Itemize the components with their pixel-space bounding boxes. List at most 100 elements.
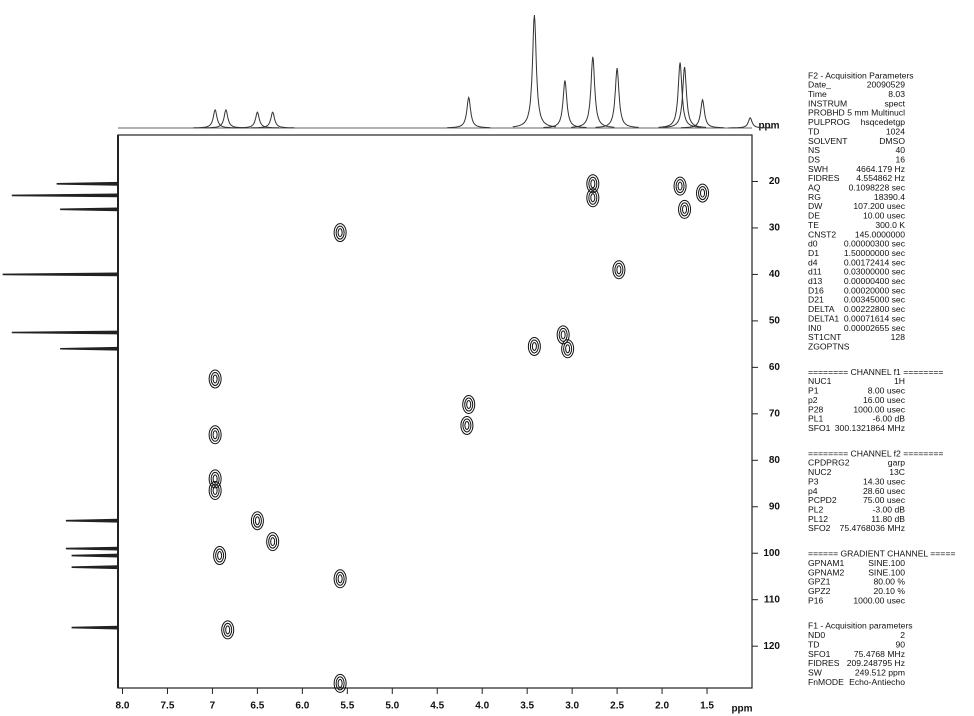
parameter-value: 75.4768036 MHz — [840, 523, 905, 533]
parameter-name: PROBHD — [808, 108, 845, 118]
parameter-name: TE — [808, 220, 819, 230]
contour-peak — [586, 174, 600, 194]
y-tick-label: 100 — [763, 548, 780, 559]
contour-line — [565, 344, 571, 354]
contour-line — [213, 546, 227, 566]
parameter-value: 16 — [895, 154, 905, 164]
parameter-name: TD — [808, 639, 819, 649]
top-trace-peak — [571, 56, 615, 128]
top-trace-peak — [681, 98, 725, 129]
parameter-value: -6.00 dB — [873, 414, 906, 424]
left-trace-peak — [71, 553, 119, 558]
parameter-name: PL2 — [808, 504, 824, 514]
parameter-value: -3.00 dB — [873, 504, 906, 514]
parameter-value: garp — [888, 458, 905, 468]
parameter-value: DMSO — [879, 136, 905, 146]
left-trace-peak — [71, 565, 119, 570]
contour-peak — [678, 199, 692, 219]
parameter-value: 0.03000000 sec — [844, 267, 906, 277]
contour-line — [335, 571, 345, 586]
parameter-value: 11.80 dB — [871, 514, 905, 524]
contour-line — [250, 511, 264, 531]
contour-line — [212, 430, 218, 440]
top-trace-peak — [251, 111, 295, 129]
y-tick-label: 90 — [769, 501, 781, 512]
contour-line — [268, 534, 278, 549]
parameter-value: 300.1321864 MHz — [835, 423, 905, 433]
left-trace-peak — [65, 546, 119, 551]
parameter-name: DE — [808, 211, 820, 221]
parameter-value: 0.00071614 sec — [844, 313, 906, 323]
parameter-name: AQ — [808, 183, 821, 193]
contour-line — [616, 265, 622, 275]
parameter-name: P16 — [808, 595, 824, 605]
x-tick-label: 2.0 — [655, 701, 669, 712]
parameter-value: 18390.4 — [874, 192, 905, 202]
x-tick-label: 3.5 — [520, 701, 534, 712]
contour-line — [560, 330, 566, 340]
parameter-value: 249.512 ppm — [855, 667, 905, 677]
parameter-name: SFO1 — [808, 423, 831, 433]
contour-line — [590, 193, 596, 203]
parameter-name: SFO2 — [808, 523, 831, 533]
parameter-value: 0.00020000 sec — [844, 285, 906, 295]
parameter-value: 28.60 usec — [863, 486, 906, 496]
left-trace-peak — [11, 193, 119, 198]
contour-line — [212, 486, 218, 495]
contour-line — [531, 341, 537, 351]
x-tick-label: 8.0 — [116, 701, 130, 712]
top-trace-peak — [595, 68, 639, 128]
parameter-name: D1 — [808, 248, 819, 258]
contour-line — [561, 339, 575, 359]
top-trace-peak — [447, 95, 491, 129]
contour-line — [678, 199, 692, 219]
contour-peak — [673, 176, 687, 196]
parameter-name: PL12 — [808, 514, 828, 524]
parameter-name: DS — [808, 154, 820, 164]
parameter-name: CNST2 — [808, 229, 836, 239]
contour-line — [333, 223, 347, 243]
y-tick-label: 120 — [763, 641, 780, 652]
parameter-value: hsqcedetgp — [861, 117, 906, 127]
contour-line — [590, 179, 596, 189]
contour-line — [586, 188, 600, 208]
parameter-name: GPNAM1 — [808, 558, 845, 568]
y-tick-label: 50 — [769, 316, 781, 327]
parameter-name: P3 — [808, 476, 819, 486]
x-tick-label: 5.0 — [385, 701, 399, 712]
contour-line — [252, 513, 262, 528]
contour-line — [337, 228, 343, 238]
left-trace-peak — [56, 181, 119, 186]
left-trace-peak — [60, 207, 119, 212]
contour-peak — [333, 223, 347, 243]
parameter-value: 1024 — [886, 126, 905, 136]
contour-peak — [612, 260, 626, 280]
contour-line — [460, 415, 474, 435]
top-trace-peak — [235, 111, 279, 129]
x-tick-label: 2.5 — [610, 701, 624, 712]
parameter-name: DW — [808, 201, 823, 211]
parameter-value: 0.1098228 sec — [849, 183, 906, 193]
contour-peak — [213, 546, 227, 566]
contour-peak — [561, 339, 575, 359]
x-tick-label: 5.5 — [340, 701, 354, 712]
parameter-value: 107.200 usec — [853, 201, 905, 211]
parameter-value: 14.30 usec — [863, 476, 906, 486]
parameter-name: RG — [808, 192, 821, 202]
parameter-name: SOLVENT — [808, 136, 848, 146]
contour-peak — [266, 532, 280, 552]
parameter-name: NUC1 — [808, 376, 832, 386]
contour-line — [462, 395, 476, 415]
contour-line — [464, 420, 470, 430]
contour-line — [266, 532, 280, 552]
y-tick-label: 20 — [769, 176, 781, 187]
contour-line — [254, 516, 260, 526]
parameter-name: FIDRES — [808, 658, 840, 668]
contour-peak — [208, 481, 222, 500]
contour-line — [215, 548, 225, 563]
x-tick-label: 7.5 — [161, 701, 175, 712]
parameter-name: INSTRUM — [808, 98, 847, 108]
parameter-value: 209.248795 Hz — [847, 658, 905, 668]
top-trace-peak — [543, 80, 587, 128]
